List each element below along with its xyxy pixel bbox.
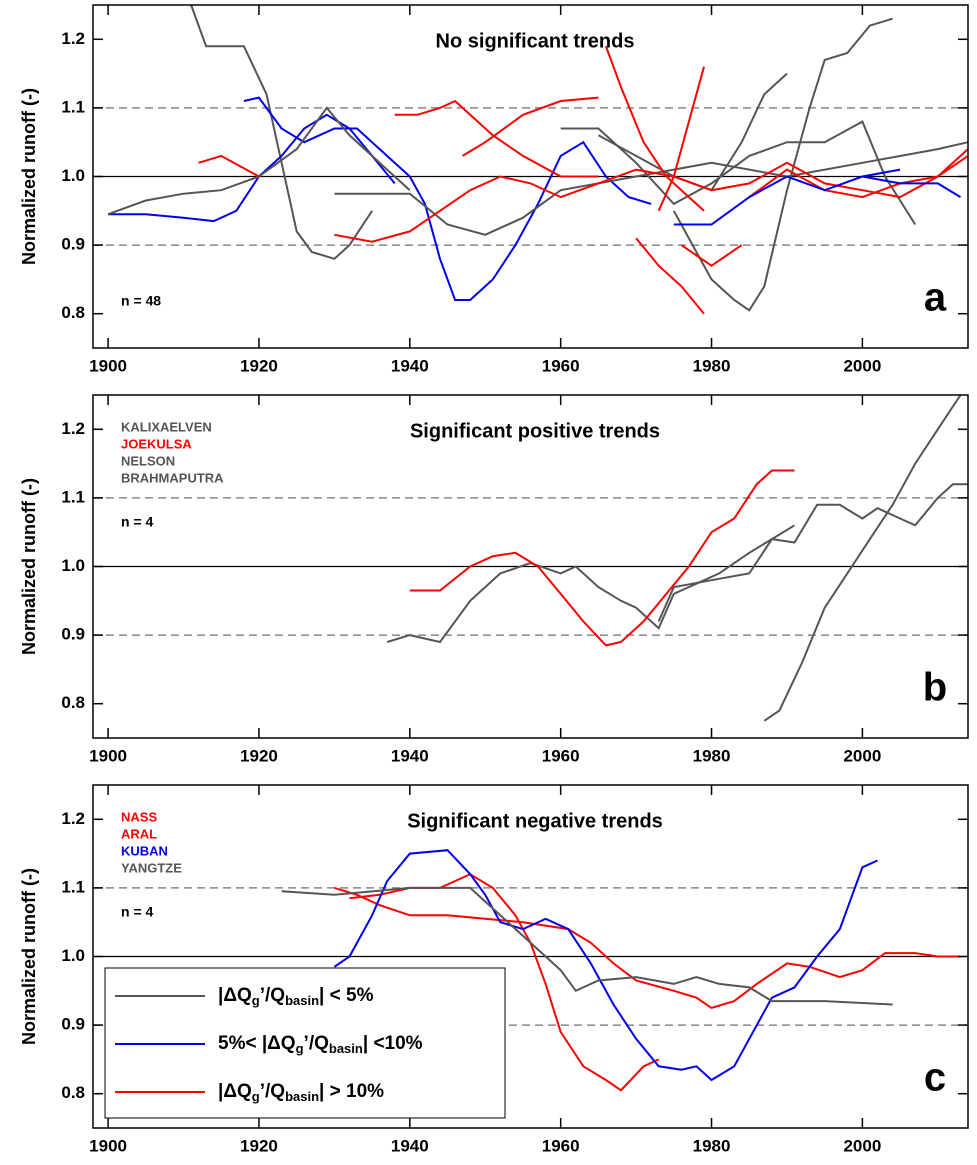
series-line <box>680 244 743 267</box>
series-line <box>657 66 705 212</box>
series-line <box>334 155 969 243</box>
legend-label-part: |ΔQ <box>218 1081 252 1102</box>
x-tick-label: 2000 <box>843 356 881 375</box>
x-tick-label: 1900 <box>89 356 127 375</box>
legend-label-part: | > 10% <box>319 1081 384 1102</box>
x-tick-label: 1940 <box>391 746 429 765</box>
y-tick-label: 1.1 <box>61 877 85 896</box>
series-name: BRAHMAPUTRA <box>121 470 224 485</box>
legend-label-part: | <10% <box>363 1033 423 1054</box>
series-line <box>635 237 705 315</box>
panel-label: b <box>923 666 947 710</box>
series-line <box>386 524 796 644</box>
legend-label: |ΔQg’/Qbasin| < 5% <box>218 985 374 1008</box>
legend-label: |ΔQg’/Qbasin| > 10% <box>218 1081 384 1104</box>
panel: KALIXAELVEN JOEKULSA NELSON BRAHMAPUTRA 1900… <box>19 394 969 765</box>
series-line <box>190 4 373 260</box>
x-tick-label: 1980 <box>693 356 731 375</box>
y-tick-label: 1.2 <box>61 29 85 48</box>
series-line <box>333 849 878 1082</box>
series-line <box>394 99 599 178</box>
series-name: ARAL <box>121 826 157 841</box>
y-tick-label: 0.9 <box>61 625 85 644</box>
series-line <box>409 469 795 647</box>
y-tick-label: 0.9 <box>61 1015 85 1034</box>
series-line <box>763 394 962 722</box>
y-axis-label: Normalized runoff (-) <box>19 88 39 265</box>
y-axis-label: Normalized runoff (-) <box>19 478 39 655</box>
series-line <box>672 17 893 312</box>
series-line <box>862 175 962 198</box>
x-tick-label: 1940 <box>391 1136 429 1155</box>
legend-label: 5%< |ΔQg’/Qbasin| <10% <box>218 1033 423 1056</box>
y-tick-label: 1.1 <box>61 97 85 116</box>
series-line <box>604 45 705 212</box>
series-line <box>462 96 599 157</box>
x-tick-label: 1960 <box>542 356 580 375</box>
x-tick-label: 2000 <box>843 1136 881 1155</box>
series-name: NASS <box>121 809 157 824</box>
series-name: NELSON <box>121 453 175 468</box>
y-tick-label: 0.9 <box>61 235 85 254</box>
legend-label-part: | < 5% <box>319 985 374 1006</box>
x-tick-label: 1980 <box>693 1136 731 1155</box>
series-name: YANGTZE <box>121 860 182 875</box>
series-line <box>108 113 396 223</box>
panel: NASS ARAL KUBAN YANGTZE 1900 1920 1940 1960 1980… <box>19 784 969 1155</box>
legend-label-part: g <box>296 1041 304 1056</box>
legend-label-part: basin <box>285 993 319 1008</box>
panel-label: a <box>924 276 947 320</box>
y-tick-label: 1.0 <box>61 556 85 575</box>
x-tick-label: 2000 <box>843 746 881 765</box>
series-line <box>560 120 917 226</box>
x-tick-label: 1980 <box>693 746 731 765</box>
series-line <box>281 886 893 1006</box>
y-tick-label: 0.8 <box>61 303 85 322</box>
legend-label-part: |ΔQ <box>218 985 252 1006</box>
series-line <box>334 886 961 1009</box>
series-line <box>243 96 652 301</box>
legend-label-part: basin <box>329 1041 363 1056</box>
y-tick-label: 1.1 <box>61 487 85 506</box>
x-tick-label: 1940 <box>391 356 429 375</box>
x-tick-label: 1960 <box>542 746 580 765</box>
chart-title: Significant positive trends <box>410 420 660 442</box>
chart-title: No significant trends <box>436 30 635 52</box>
y-tick-label: 1.2 <box>61 809 85 828</box>
series-name: KALIXAELVEN <box>121 419 212 434</box>
x-tick-label: 1920 <box>240 356 278 375</box>
x-tick-label: 1960 <box>542 1136 580 1155</box>
series-name: KUBAN <box>121 843 168 858</box>
y-tick-label: 0.8 <box>61 1083 85 1102</box>
legend-label-part: ’/Q <box>260 985 285 1006</box>
series-line <box>748 148 969 199</box>
panel: 1900 1920 1940 1960 1980 2000 0.8 0.9 1.0 1.1 1.2 N… <box>19 4 969 375</box>
x-tick-label: 1920 <box>240 1136 278 1155</box>
x-tick-label: 1900 <box>89 1136 127 1155</box>
annotation: n = 4 <box>121 514 154 530</box>
y-tick-label: 1.0 <box>61 166 85 185</box>
legend-label-part: g <box>252 993 260 1008</box>
y-tick-label: 1.2 <box>61 419 85 438</box>
series-line <box>657 483 968 622</box>
legend-label-part: basin <box>285 1089 319 1104</box>
series-line <box>198 154 260 178</box>
legend-label-part: g <box>252 1089 260 1104</box>
series-name: JOEKULSA <box>121 436 192 451</box>
legend-label-part: ’/Q <box>304 1033 329 1054</box>
legend-label-part: ’/Q <box>260 1081 285 1102</box>
chart-title: Significant negative trends <box>407 810 663 832</box>
y-axis-label: Normalized runoff (-) <box>19 868 39 1045</box>
y-tick-label: 1.0 <box>61 946 85 965</box>
annotation: n = 4 <box>121 904 154 920</box>
series-line <box>107 106 411 216</box>
legend-label-part: 5%< |ΔQ <box>218 1033 296 1054</box>
x-tick-label: 1900 <box>89 746 127 765</box>
x-tick-label: 1920 <box>240 746 278 765</box>
panel-label: c <box>924 1056 946 1100</box>
annotation: n = 48 <box>121 293 161 309</box>
y-tick-label: 0.8 <box>61 693 85 712</box>
